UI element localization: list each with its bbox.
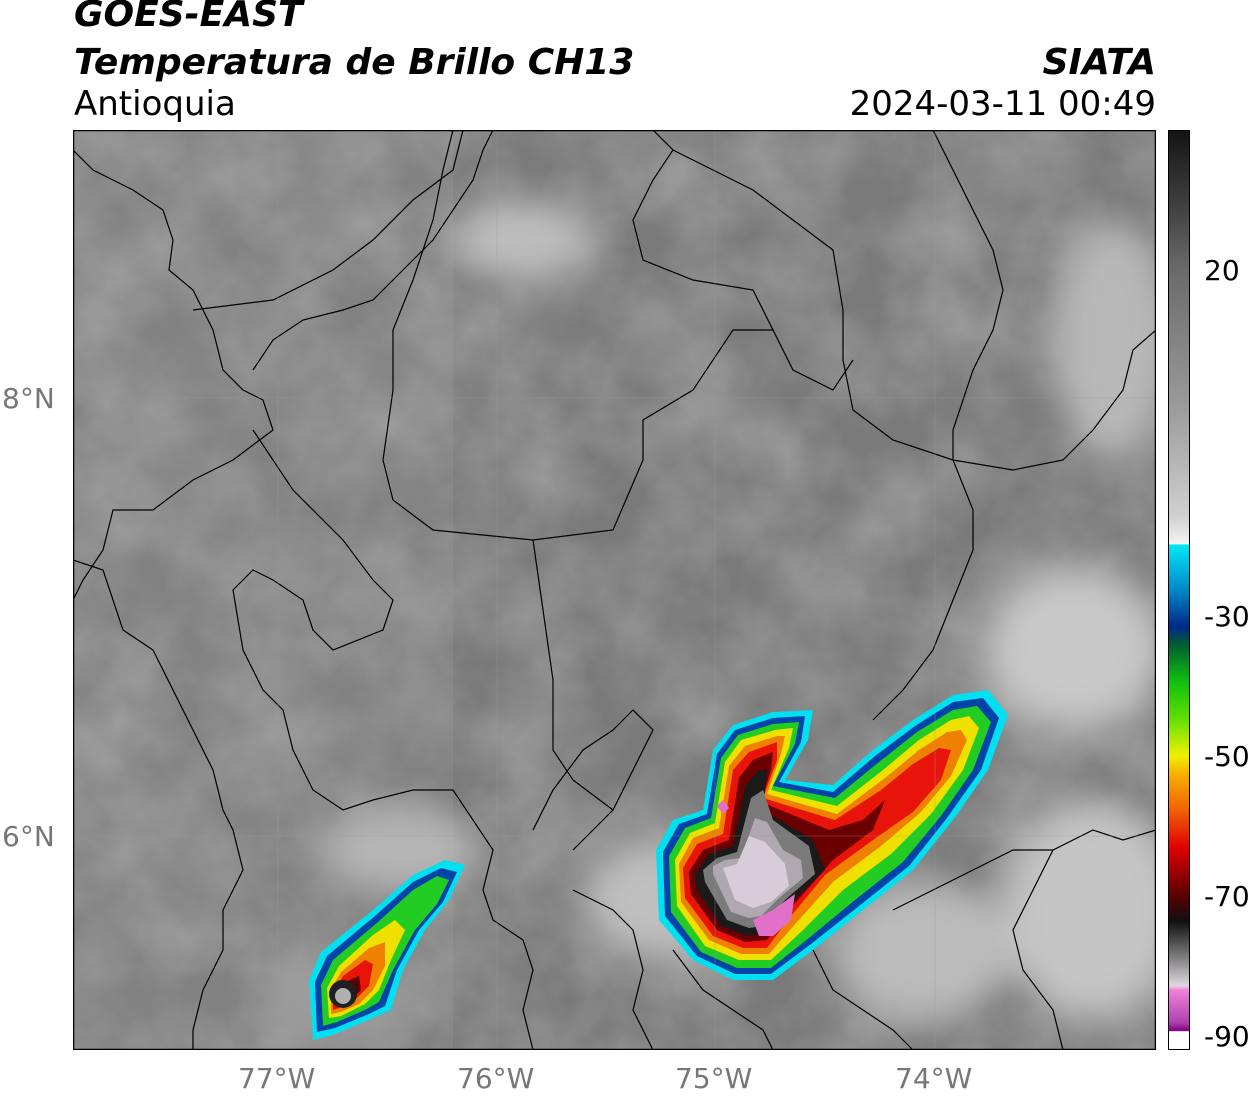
organization-label: SIATA: [1042, 42, 1156, 83]
colorbar-tick-minus30: -30: [1204, 600, 1250, 633]
lon-label-74w: 74°W: [895, 1062, 973, 1095]
graticule: [73, 130, 1156, 1050]
colorbar-tick-minus70: -70: [1204, 880, 1250, 913]
timestamp-label: 2024-03-11 00:49: [849, 84, 1156, 124]
lon-label-75w: 75°W: [675, 1062, 753, 1095]
borders: [73, 130, 1156, 1050]
region-label: Antioquia: [74, 84, 236, 124]
product-title: Temperatura de Brillo CH13: [74, 42, 635, 83]
temperature-colorbar: [1168, 130, 1190, 1050]
storm-cell-west: [309, 860, 465, 1040]
colorbar-tick-minus90: -90: [1204, 1020, 1250, 1053]
colorbar-tick-minus50: -50: [1204, 740, 1250, 773]
lon-label-76w: 76°W: [457, 1062, 535, 1095]
colorbar-tick-20: 20: [1204, 254, 1240, 287]
storm-cell-main: [656, 690, 1008, 980]
lat-label-6n: 6°N: [2, 820, 55, 853]
map-frame: [73, 130, 1156, 1050]
lat-label-8n: 8°N: [2, 382, 55, 415]
satellite-title: GOES-EAST: [74, 0, 303, 35]
lon-label-77w: 77°W: [238, 1062, 316, 1095]
brightness-temperature-map: [73, 130, 1156, 1050]
